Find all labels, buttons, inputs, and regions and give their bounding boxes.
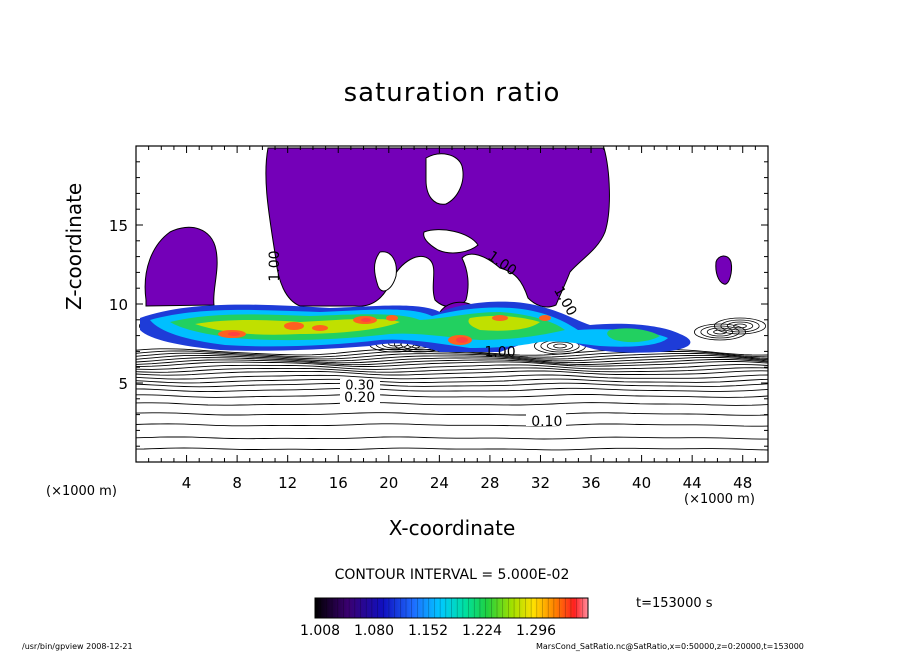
contour-line xyxy=(136,374,768,380)
contour-line xyxy=(136,356,768,364)
contour-line xyxy=(136,436,768,440)
x-tick-label: 40 xyxy=(632,474,651,492)
contour-label: 1.00 xyxy=(484,344,515,360)
contour-line xyxy=(136,367,768,373)
contour-line xyxy=(136,387,768,393)
supersaturated-holes xyxy=(374,153,479,292)
x-tick-label: 28 xyxy=(480,474,499,492)
time-label: t=153000 s xyxy=(636,596,713,611)
chart-title: saturation ratio xyxy=(343,78,561,108)
saturation-band xyxy=(140,301,691,353)
x-axis-unit: (×1000 m) xyxy=(684,492,755,507)
contour-line xyxy=(136,412,768,416)
x-tick-label: 12 xyxy=(278,474,297,492)
footer-right: MarsCond_SatRatio.nc@SatRatio,x=0:50000,… xyxy=(536,642,804,651)
supersaturated-region xyxy=(144,147,732,349)
colorbar-tick-label: 1.296 xyxy=(516,623,557,639)
x-axis-ticks: 4 8 12 16 20 24 28 32 36 40 44 48 xyxy=(148,146,756,492)
x-tick-label: 20 xyxy=(379,474,398,492)
contour-label: 1.00 xyxy=(267,250,283,281)
contour-line xyxy=(136,361,768,367)
y-tick-label: 10 xyxy=(109,296,128,314)
x-tick-label: 16 xyxy=(329,474,348,492)
contour-loop xyxy=(553,343,567,349)
contour-label: 0.30 xyxy=(345,379,374,394)
y-axis-ticks: 5 10 15 xyxy=(109,161,768,447)
contour-label: 0.10 xyxy=(531,414,562,430)
contour-label-boxes xyxy=(340,379,566,426)
colorbar xyxy=(314,597,589,619)
colorbar-dividers xyxy=(320,598,583,618)
contour-loop xyxy=(714,317,767,335)
contour-line xyxy=(136,370,768,376)
contour-line xyxy=(136,364,768,370)
contour-line xyxy=(136,378,768,384)
contour-line xyxy=(136,447,768,451)
contour-label: 0.20 xyxy=(344,390,375,406)
contour-loop xyxy=(733,323,747,329)
y-axis-unit: (×1000 m) xyxy=(46,484,117,499)
footer-left: /usr/bin/gpview 2008-12-21 xyxy=(22,642,133,651)
contour-line xyxy=(136,358,768,366)
y-tick-label: 15 xyxy=(109,217,128,235)
contour-loop xyxy=(713,329,727,335)
x-tick-label: 36 xyxy=(581,474,600,492)
x-tick-label: 4 xyxy=(182,474,192,492)
x-tick-label: 8 xyxy=(232,474,242,492)
contour-loop xyxy=(720,319,760,333)
contour-line xyxy=(136,354,768,362)
contour-line xyxy=(136,402,768,406)
y-axis-label: Z-coordinate xyxy=(62,182,86,310)
x-tick-label: 48 xyxy=(733,474,752,492)
contour-loop xyxy=(726,321,754,331)
contour-line xyxy=(136,423,768,427)
colorbar-tick-label: 1.224 xyxy=(462,623,503,639)
contour-interval-text: CONTOUR INTERVAL = 5.000E-02 xyxy=(334,567,570,583)
y-tick-label: 5 xyxy=(118,375,128,393)
colorbar-tick-label: 1.080 xyxy=(354,623,395,639)
colorbar-tick-label: 1.152 xyxy=(408,623,449,639)
contour-line xyxy=(136,393,768,398)
x-tick-label: 44 xyxy=(683,474,702,492)
contour-loop xyxy=(706,327,734,337)
x-tick-label: 24 xyxy=(430,474,449,492)
contour-line xyxy=(136,382,768,388)
contour-loop xyxy=(546,341,574,351)
contour-line xyxy=(136,352,768,360)
x-axis-label: X-coordinate xyxy=(388,516,516,540)
colorbar-tick-label: 1.008 xyxy=(300,623,341,639)
x-tick-label: 32 xyxy=(531,474,550,492)
